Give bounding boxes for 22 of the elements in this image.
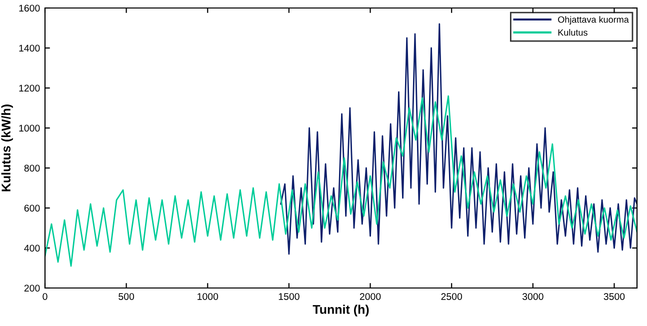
x-tick-label: 500 <box>118 293 134 300</box>
y-tick-label: 800 <box>24 164 40 172</box>
y-axis-title: Kulutus (kW/h) <box>1 104 13 192</box>
x-tick-label: 2000 <box>360 293 381 300</box>
y-tick-label: 1400 <box>19 44 40 52</box>
x-tick-label: 2500 <box>441 293 462 300</box>
x-tick-label: 3500 <box>604 293 625 300</box>
line-series <box>45 95 637 267</box>
y-tick-label: 200 <box>24 284 40 292</box>
y-tick-label: 1600 <box>19 4 40 12</box>
x-tick-label: 1500 <box>278 293 300 300</box>
y-tick-label: 1200 <box>19 84 40 92</box>
x-tick-label: 0 <box>42 293 48 300</box>
y-tick-label: 400 <box>24 244 40 252</box>
legend-label: Ohjattava kuorma <box>558 16 629 25</box>
line-series <box>280 23 637 255</box>
y-tick-label: 1000 <box>19 124 40 132</box>
x-axis-title: Tunnit (h) <box>312 304 369 316</box>
x-tick-label: 3000 <box>522 293 544 300</box>
x-tick-label: 1000 <box>198 293 218 300</box>
y-tick-label: 600 <box>24 204 40 212</box>
legend-label: Kulutus <box>558 29 588 36</box>
